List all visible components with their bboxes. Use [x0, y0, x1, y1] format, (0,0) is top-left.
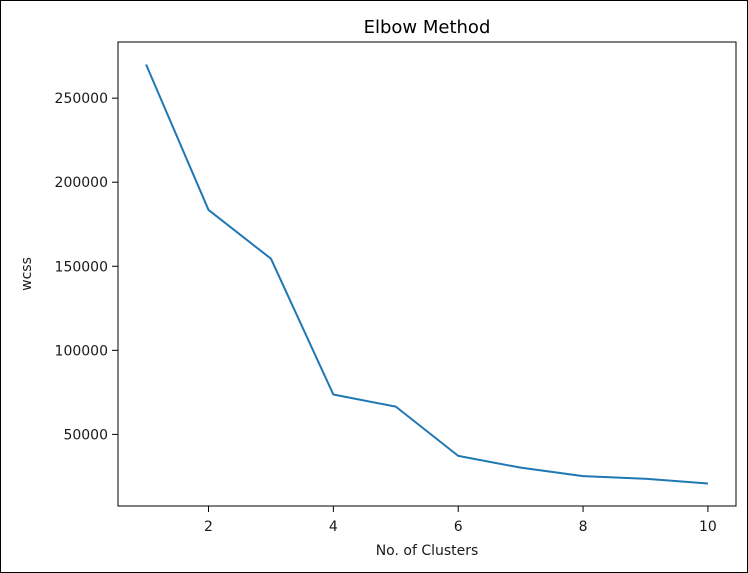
y-tick-label: 150000	[55, 259, 108, 275]
y-tick-label: 250000	[55, 91, 108, 107]
x-tick-label: 4	[329, 519, 338, 535]
x-axis-ticks: 2 4 6 8 10	[204, 506, 717, 535]
y-axis-ticks: 50000 100000 150000 200000 250000	[55, 91, 118, 443]
x-tick-label: 2	[204, 519, 213, 535]
x-tick-label: 8	[579, 519, 588, 535]
y-axis-label: wcss	[19, 257, 35, 291]
x-tick-label: 6	[454, 519, 463, 535]
y-tick-label: 50000	[63, 427, 108, 443]
wcss-series-line	[145, 64, 708, 485]
y-tick-label: 100000	[55, 343, 108, 359]
x-axis-label: No. of Clusters	[376, 543, 479, 559]
x-tick-label: 10	[699, 519, 717, 535]
plot-area	[117, 41, 737, 507]
chart-title: Elbow Method	[364, 17, 491, 38]
y-tick-label: 200000	[55, 175, 108, 191]
series-layer	[145, 64, 708, 485]
